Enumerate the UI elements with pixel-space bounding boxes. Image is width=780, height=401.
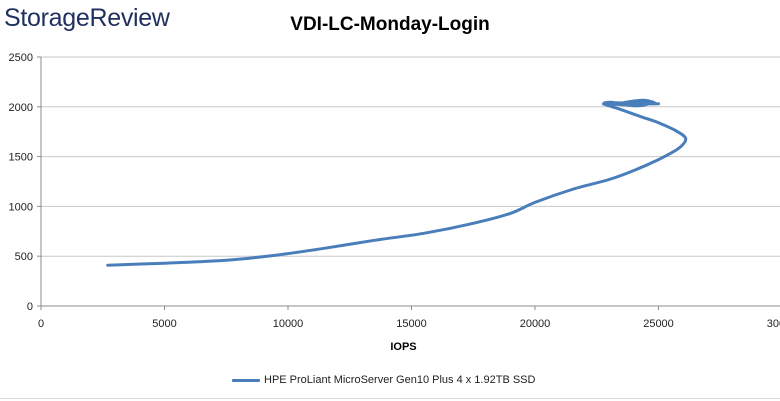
- x-tick-label: 10000: [273, 318, 304, 330]
- y-tick-label: 2000: [9, 102, 33, 114]
- x-tick-label: 5000: [152, 318, 176, 330]
- y-tick-label: 1500: [9, 152, 33, 164]
- x-tick-labels: 0 5000 10000 15000 20000 25000 30000: [38, 318, 780, 330]
- legend: HPE ProLiant MicroServer Gen10 Plus 4 x …: [232, 374, 535, 386]
- series-group: [106, 98, 688, 267]
- storagereview-logo: StorageReview: [4, 4, 170, 32]
- gridlines: [41, 56, 780, 257]
- x-tick-label: 20000: [520, 318, 551, 330]
- y-tick-label: 2500: [9, 52, 33, 64]
- chart-title-text: VDI-LC-Monday-Login: [290, 14, 490, 35]
- x-tick-label: 30000: [767, 318, 780, 330]
- y-tick-label: 0: [27, 301, 33, 313]
- x-tick-label: 15000: [396, 318, 427, 330]
- x-tick-label: 25000: [643, 318, 674, 330]
- x-tick-label: 0: [38, 318, 44, 330]
- axes: [37, 56, 780, 310]
- bottom-border: [0, 398, 780, 399]
- legend-label: HPE ProLiant MicroServer Gen10 Plus 4 x …: [264, 374, 536, 386]
- y-tick-label: 1000: [9, 201, 33, 213]
- legend-swatch: [232, 378, 260, 382]
- x-axis-label: IOPS: [390, 341, 416, 353]
- chart-title: VDI-LC-Monday-Login: [0, 14, 780, 36]
- series-line: [106, 98, 688, 267]
- y-tick-labels: 0 500 1000 1500 2000 2500: [9, 52, 33, 313]
- y-tick-label: 500: [15, 251, 33, 263]
